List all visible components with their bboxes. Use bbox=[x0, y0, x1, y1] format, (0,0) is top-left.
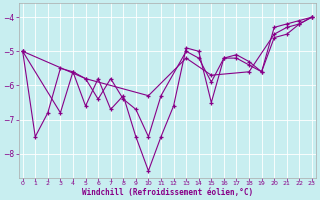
X-axis label: Windchill (Refroidissement éolien,°C): Windchill (Refroidissement éolien,°C) bbox=[82, 188, 253, 197]
